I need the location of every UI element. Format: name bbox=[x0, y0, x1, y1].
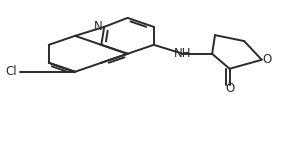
Text: Cl: Cl bbox=[6, 65, 17, 78]
Text: N: N bbox=[94, 20, 103, 33]
Text: NH: NH bbox=[174, 47, 192, 60]
Text: O: O bbox=[225, 82, 234, 95]
Text: O: O bbox=[262, 53, 272, 66]
